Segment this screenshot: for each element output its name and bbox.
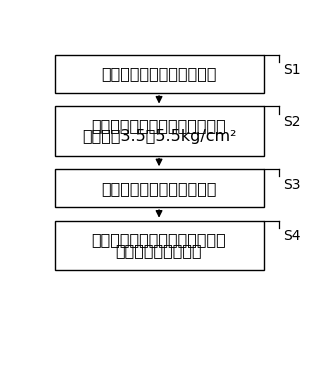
Text: S2: S2 [283,115,300,129]
Text: 对软硬结合板进行空压处理: 对软硬结合板进行空压处理 [101,181,217,196]
Text: 影、蚀刻、退膜处理: 影、蚀刻、退膜处理 [116,243,202,258]
Bar [55,55,263,93]
Bar [55,220,263,270]
Text: 对软硬结合板进行贴膜处理，贴: 对软硬结合板进行贴膜处理，贴 [92,118,226,132]
Text: 对软硬结合板进行润湿处理: 对软硬结合板进行润湿处理 [101,66,217,81]
Text: S1: S1 [283,64,301,77]
Text: 膜压力为3.5＄5.5kg/cm²: 膜压力为3.5＄5.5kg/cm² [82,130,236,145]
Bar [55,169,263,207]
Text: S4: S4 [283,229,300,243]
Text: 对软硬结合板依次进行曝光、显: 对软硬结合板依次进行曝光、显 [92,232,226,247]
Bar [55,107,263,155]
Text: S3: S3 [283,178,300,192]
